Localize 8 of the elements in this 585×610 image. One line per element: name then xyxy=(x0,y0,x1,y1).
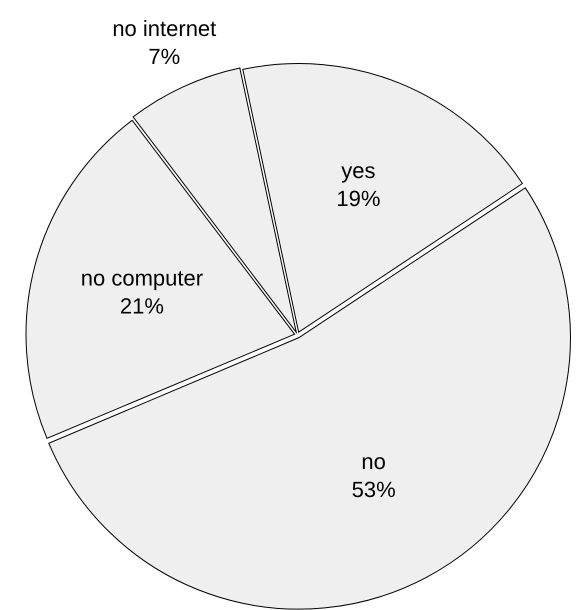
slice-label: no internet xyxy=(112,16,216,42)
data-label: 53% xyxy=(352,477,396,502)
slice-label: no computer xyxy=(80,265,204,290)
data-label: 19% xyxy=(336,186,380,211)
data-label: 7% xyxy=(148,44,180,70)
slice-label: yes xyxy=(341,158,376,183)
data-label: 21% xyxy=(120,293,164,318)
slice-label: no xyxy=(361,449,386,474)
